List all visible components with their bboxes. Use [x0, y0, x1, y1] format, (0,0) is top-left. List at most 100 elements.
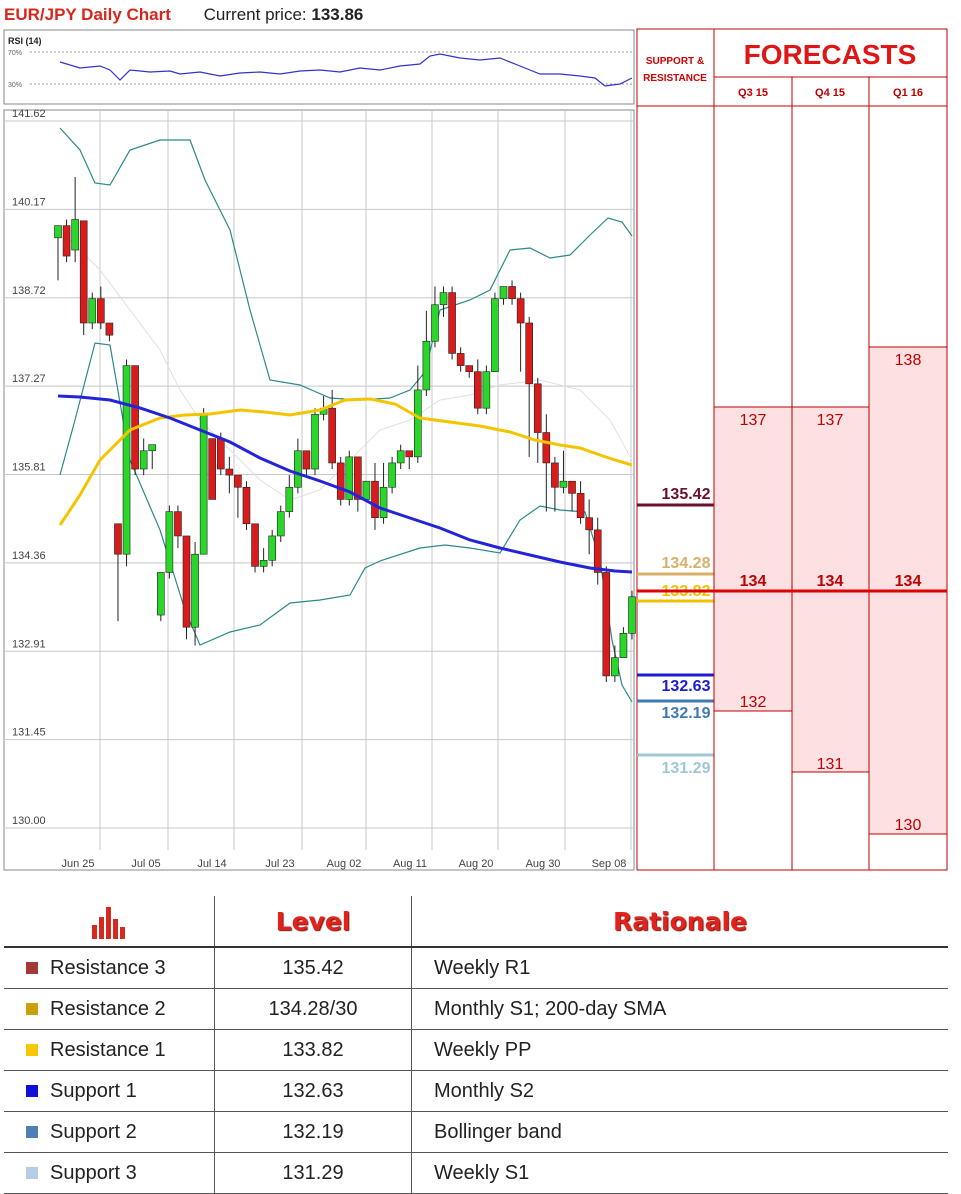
candle: [191, 542, 199, 646]
forecast-q4-high: 137: [817, 412, 844, 429]
candle: [602, 566, 611, 682]
sr-marker: 135.42: [637, 486, 714, 507]
candle: [431, 286, 439, 348]
y-tick-label: 135.81: [12, 462, 46, 474]
candle: [499, 286, 508, 305]
candle: [465, 365, 474, 378]
level-rationale: Monthly S1; 200-day SMA: [411, 988, 948, 1030]
chart-area: RSI (14) 70% 30% 141.62 140.17 138.72 137.2…: [3, 28, 948, 871]
candle: [54, 225, 62, 281]
candle: [208, 438, 217, 500]
candle: [456, 347, 465, 372]
candle: [62, 219, 71, 263]
candle: [354, 456, 362, 512]
candle: [139, 438, 148, 476]
level-swatch: [26, 1167, 38, 1180]
y-tick-label: 130.00: [12, 815, 46, 827]
candle: [336, 456, 345, 506]
rsi-line: [59, 53, 633, 87]
level-value: 135.42: [214, 947, 412, 989]
forecast-col-q3: Q3 15: [738, 87, 768, 99]
level-value: 132.19: [214, 1111, 412, 1153]
candle: [585, 499, 593, 555]
y-axis-ticks: 141.62 140.17 138.72 137.27 135.81 134.36 132.…: [12, 108, 46, 827]
candle: [362, 480, 371, 500]
level-rationale: Monthly S2: [411, 1070, 948, 1112]
level-swatch: [26, 1085, 38, 1098]
chart-header: EUR/JPY Daily Chart Current price: 133.8…: [4, 2, 363, 28]
forecast-q4-low: 131: [817, 756, 844, 773]
candle: [482, 365, 491, 415]
forecast-q3-mid: 134: [740, 573, 767, 590]
candle: [448, 286, 456, 360]
table-row: Support 2 132.19 Bollinger band: [4, 1111, 948, 1153]
candle: [131, 365, 139, 476]
sr-marker-value: 134.28: [662, 555, 711, 572]
candle: [525, 316, 533, 457]
level-rationale: Bollinger band: [411, 1111, 948, 1153]
candle: [148, 444, 157, 470]
candle: [619, 627, 628, 658]
candle: [276, 505, 285, 543]
x-tick-label: Jul 05: [131, 858, 160, 870]
x-tick-label: Jul 14: [197, 858, 226, 870]
candle: [371, 462, 379, 530]
level-rationale: Weekly PP: [411, 1029, 948, 1071]
sma-200-line: [57, 394, 633, 574]
level-name: Resistance 2: [50, 997, 166, 1020]
forecast-q4-mid: 134: [817, 573, 844, 590]
y-tick-label: 141.62: [12, 108, 46, 120]
forecast-q1-mid: 134: [895, 573, 922, 590]
level-name: Support 3: [50, 1161, 137, 1184]
moving-averages: [57, 394, 633, 574]
candle: [473, 359, 482, 415]
y-tick-label: 140.17: [12, 196, 46, 208]
level-swatch: [26, 1003, 38, 1016]
candle: [88, 292, 97, 330]
candle: [628, 590, 636, 640]
sma-55-line: [58, 397, 633, 526]
candle: [559, 450, 568, 494]
level-swatch: [26, 962, 38, 975]
candle: [294, 438, 302, 494]
candle: [234, 474, 242, 518]
candle: [97, 286, 105, 330]
candle: [79, 220, 88, 336]
candle: [516, 292, 525, 372]
candle: [311, 408, 319, 476]
levels-table-header: Level Rationale: [4, 896, 948, 948]
candle: [551, 456, 559, 512]
level-name: Resistance 1: [50, 1038, 166, 1061]
x-tick-label: Aug 20: [459, 858, 494, 870]
candle: [491, 292, 499, 372]
candle: [611, 645, 619, 682]
forecast-q3-high: 137: [740, 412, 767, 429]
x-tick-label: Aug 30: [526, 858, 561, 870]
y-tick-label: 132.91: [12, 638, 46, 650]
level-rationale: Weekly S1: [411, 1152, 948, 1194]
x-tick-label: Jul 23: [265, 858, 294, 870]
level-rationale: Weekly R1: [411, 947, 948, 989]
level-swatch: [26, 1126, 38, 1139]
candle: [328, 389, 336, 470]
bollinger-mid: [69, 239, 633, 501]
candle: [576, 481, 585, 524]
sr-marker-value: 131.29: [662, 760, 711, 777]
forecast-q3-low: 132: [740, 694, 767, 711]
candle: [533, 377, 542, 463]
level-name: Resistance 3: [50, 956, 166, 979]
candle: [165, 505, 174, 579]
table-row: Resistance 1 133.82 Weekly PP: [4, 1029, 948, 1071]
bars-header-cell: [4, 896, 215, 948]
x-tick-label: Aug 02: [327, 858, 362, 870]
candle: [174, 505, 182, 549]
level-value: 131.29: [214, 1152, 412, 1194]
price-value: 133.86: [311, 5, 364, 24]
level-name-cell: Resistance 1: [4, 1029, 215, 1071]
sr-marker: 134.28: [637, 555, 714, 576]
level-name-cell: Resistance 2: [4, 988, 215, 1030]
table-row: Support 1 132.63 Monthly S2: [4, 1070, 948, 1112]
candle: [114, 523, 122, 622]
candle: [508, 280, 516, 305]
table-row: Resistance 2 134.28/30 Monthly S1; 200-day…: [4, 988, 948, 1030]
